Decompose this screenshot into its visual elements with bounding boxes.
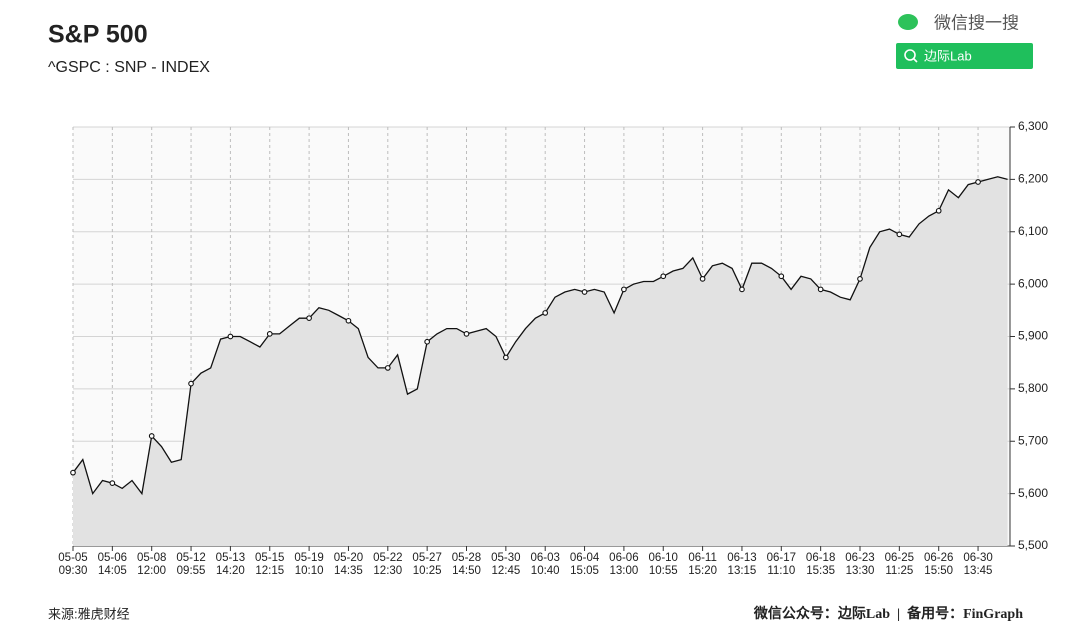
point [384,365,391,371]
x-tick-label: 06-23 13:30 [845,552,875,577]
x-tick-label: 06-17 11:10 [766,552,796,577]
x-tick-label: 06-11 15:20 [688,552,717,577]
point [227,333,234,340]
point [699,276,706,282]
y-tick-label: 5,700 [1018,433,1048,447]
search-label: 边际Lab [924,48,972,63]
point [345,317,352,324]
point [739,286,745,293]
x-tick-label: 05-28 14:50 [451,552,482,577]
point [621,286,627,293]
point [503,354,509,361]
point [581,289,588,295]
y-tick-label: 5,500 [1018,538,1048,552]
x-tick-label: 05-08 12:00 [136,552,167,577]
point [109,480,116,487]
x-tick-label: 06-13 13:15 [727,552,757,577]
point [817,286,824,293]
x-tick-label: 06-25 11:25 [884,552,915,577]
x-tick-label: 06-04 15:05 [569,552,600,577]
point [70,469,76,476]
point [778,273,785,280]
x-tick-label: 06-10 10:55 [648,552,678,577]
point [424,338,431,345]
x-tick-label: 05-30 12:45 [491,552,521,577]
point [935,207,942,214]
search-icon [904,49,916,61]
y-tick-label: 6,100 [1018,224,1048,238]
point [266,331,273,337]
x-tick-label: 05-19 10:10 [294,552,324,577]
point [188,380,194,387]
x-tick-label: 05-15 12:15 [255,552,285,577]
y-tick-label: 5,800 [1018,381,1048,395]
x-tick-label: 05-27 10:25 [412,552,442,577]
point [542,310,549,316]
chart-title: S&P 500 [48,21,148,49]
point [463,331,470,337]
point [660,273,667,280]
source: 来源:雅虎财经 [48,606,130,621]
point [975,179,981,185]
search-button[interactable] [896,43,1033,69]
y-tick-label: 6,200 [1018,172,1048,186]
x-tick-label: 05-12 09:55 [176,552,206,577]
x-tick-label: 05-13 14:20 [215,552,246,577]
search-icon [913,58,918,63]
x-tick-label: 05-22 12:30 [373,552,403,577]
x-tick-label: 06-03 10:40 [530,552,560,577]
point [857,276,863,282]
x-tick-label: 05-06 14:05 [97,552,128,577]
y-tick-label: 5,600 [1018,486,1048,500]
y-tick-label: 6,300 [1018,119,1048,133]
wechat-icon [898,14,918,30]
watermark: 微信搜一搜 [934,13,1019,32]
point [148,433,155,439]
area [73,176,1008,547]
point [896,231,903,238]
point [306,315,312,322]
x-tick-label: 05-05 09:30 [58,552,88,577]
x-tick-label: 05-20 14:35 [333,552,364,577]
y-tick-label: 5,900 [1018,329,1048,343]
x-tick-label: 06-18 15:35 [805,552,836,577]
x-tick-label: 06-26 15:50 [923,552,954,577]
footer: 微信公众号：边际Lab | 备用号：FinGraph [753,605,1023,622]
x-tick-label: 06-30 13:45 [963,552,993,577]
x-tick-label: 06-06 13:00 [609,552,639,577]
chart-subtitle: ^GSPC : SNP - INDEX [48,59,210,76]
y-tick-label: 6,000 [1018,276,1048,290]
